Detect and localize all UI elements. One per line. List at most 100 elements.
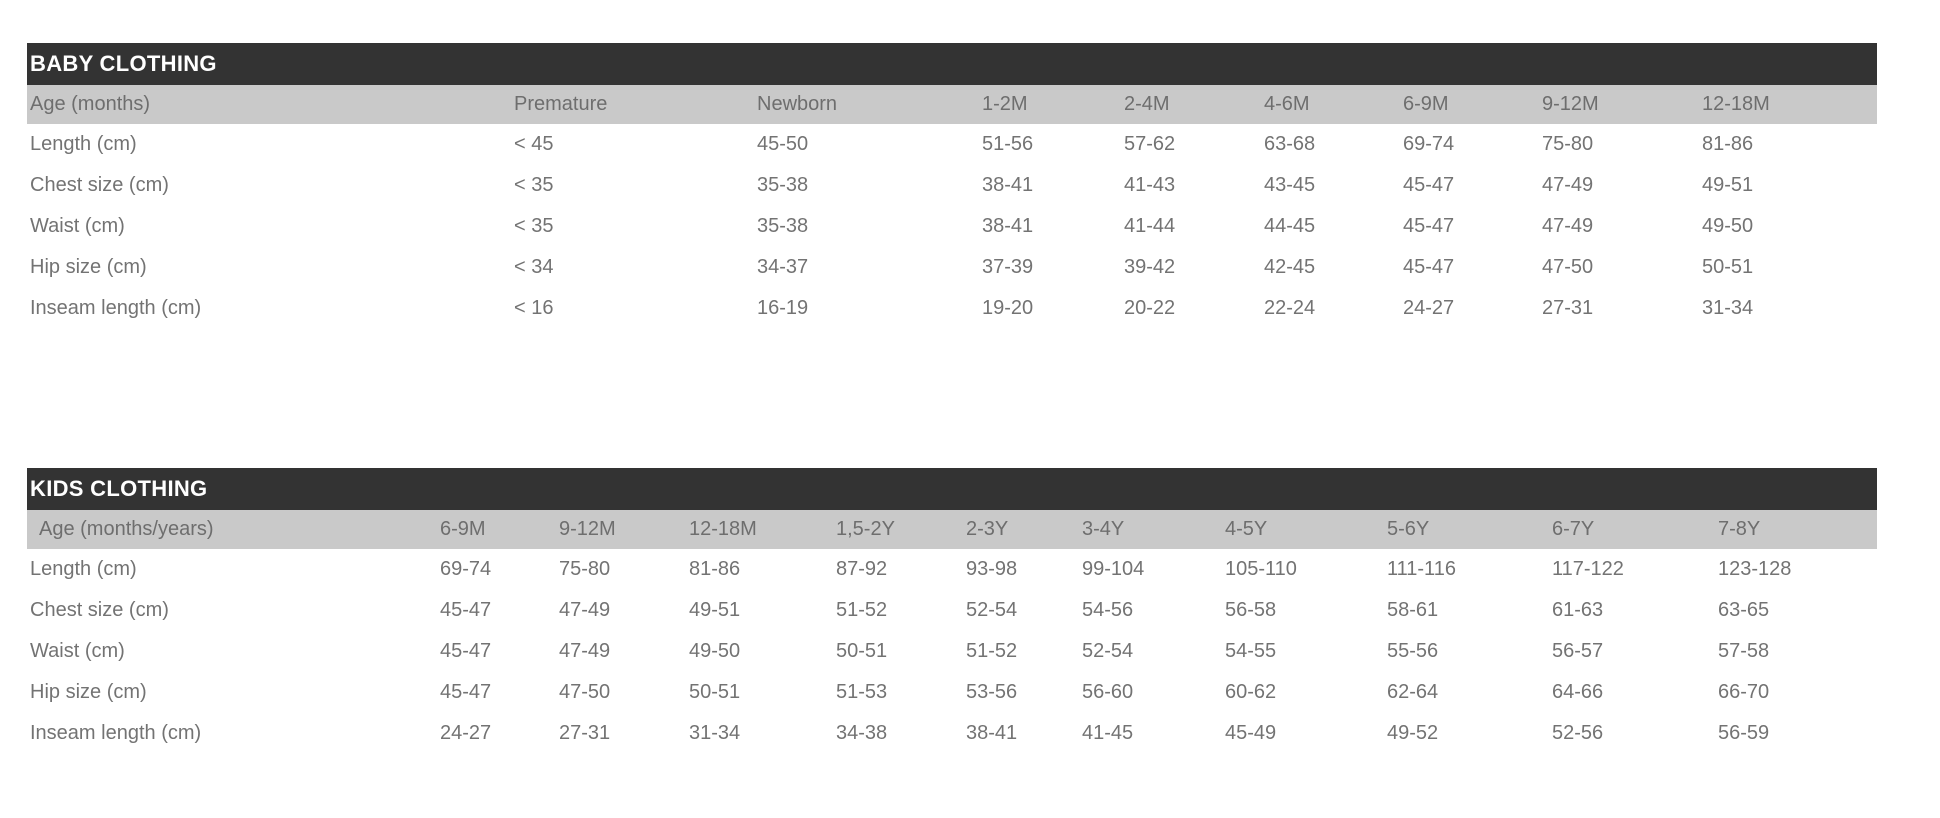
table-row: Chest size (cm) < 35 35-38 38-41 41-43 43-45 4… — [27, 165, 1877, 206]
cell: 54-55 — [1222, 631, 1384, 672]
cell: 45-50 — [754, 124, 979, 165]
row-label: Length (cm) — [27, 124, 511, 165]
cell: 123-128 — [1715, 549, 1878, 590]
cell: 81-86 — [1699, 124, 1877, 165]
cell: 24-27 — [1400, 288, 1539, 329]
cell: 34-37 — [754, 247, 979, 288]
column-header: Premature — [511, 85, 754, 124]
cell: 45-47 — [1400, 206, 1539, 247]
cell: 56-58 — [1222, 590, 1384, 631]
cell: 45-49 — [1222, 713, 1384, 754]
cell: 52-56 — [1549, 713, 1715, 754]
cell: 117-122 — [1549, 549, 1715, 590]
column-header: 12-18M — [1699, 85, 1877, 124]
cell: 16-19 — [754, 288, 979, 329]
cell: 47-49 — [1539, 206, 1699, 247]
column-header: 6-9M — [1400, 85, 1539, 124]
cell: 47-49 — [556, 590, 686, 631]
cell: 34-38 — [833, 713, 963, 754]
cell: 47-50 — [1539, 247, 1699, 288]
cell: 75-80 — [556, 549, 686, 590]
cell: 31-34 — [686, 713, 833, 754]
cell: 38-41 — [979, 206, 1121, 247]
table-row: Chest size (cm) 45-47 47-49 49-51 51-52 52-54… — [27, 590, 1878, 631]
cell: 55-56 — [1384, 631, 1549, 672]
cell: < 35 — [511, 165, 754, 206]
cell: 49-51 — [1699, 165, 1877, 206]
cell: 24-27 — [437, 713, 556, 754]
baby-clothing-table: BABY CLOTHING Age (months) Premature Newbor… — [27, 43, 1877, 329]
cell: 31-34 — [1699, 288, 1877, 329]
row-label: Hip size (cm) — [27, 672, 437, 713]
cell: 56-57 — [1549, 631, 1715, 672]
cell: 38-41 — [963, 713, 1079, 754]
column-header: 5-6Y — [1384, 510, 1549, 549]
cell: 87-92 — [833, 549, 963, 590]
cell: 37-39 — [979, 247, 1121, 288]
column-header: 2-4M — [1121, 85, 1261, 124]
table-title-bar: BABY CLOTHING — [27, 43, 1877, 85]
table-row: Waist (cm) 45-47 47-49 49-50 50-51 51-52 52-54… — [27, 631, 1878, 672]
cell: 35-38 — [754, 206, 979, 247]
cell: 69-74 — [437, 549, 556, 590]
table-title: KIDS CLOTHING — [27, 468, 1878, 510]
column-header: 4-5Y — [1222, 510, 1384, 549]
cell: 75-80 — [1539, 124, 1699, 165]
column-header: 7-8Y — [1715, 510, 1878, 549]
cell: 45-47 — [1400, 247, 1539, 288]
cell: 51-56 — [979, 124, 1121, 165]
cell: 19-20 — [979, 288, 1121, 329]
table-header-row: Age (months/years) 6-9M 9-12M 12-18M 1,5-2Y 2… — [27, 510, 1878, 549]
cell: 50-51 — [833, 631, 963, 672]
cell: 45-47 — [437, 631, 556, 672]
row-label: Hip size (cm) — [27, 247, 511, 288]
cell: 53-56 — [963, 672, 1079, 713]
cell: 49-50 — [686, 631, 833, 672]
column-header: 6-9M — [437, 510, 556, 549]
column-header: 6-7Y — [1549, 510, 1715, 549]
cell: 49-51 — [686, 590, 833, 631]
cell: 105-110 — [1222, 549, 1384, 590]
cell: 52-54 — [963, 590, 1079, 631]
cell: 52-54 — [1079, 631, 1222, 672]
cell: 39-42 — [1121, 247, 1261, 288]
table-row: Waist (cm) < 35 35-38 38-41 41-44 44-45 45-47 4… — [27, 206, 1877, 247]
cell: 63-65 — [1715, 590, 1878, 631]
cell: 66-70 — [1715, 672, 1878, 713]
cell: 51-52 — [833, 590, 963, 631]
cell: 58-61 — [1384, 590, 1549, 631]
column-header: 9-12M — [1539, 85, 1699, 124]
cell: 41-45 — [1079, 713, 1222, 754]
table-row: Hip size (cm) < 34 34-37 37-39 39-42 42-45 45-… — [27, 247, 1877, 288]
cell: 69-74 — [1400, 124, 1539, 165]
cell: 93-98 — [963, 549, 1079, 590]
cell: 81-86 — [686, 549, 833, 590]
table-row: Inseam length (cm) 24-27 27-31 31-34 34-38 38… — [27, 713, 1878, 754]
cell: < 45 — [511, 124, 754, 165]
table-header-row: Age (months) Premature Newborn 1-2M 2-4M 4-6M… — [27, 85, 1877, 124]
cell: 62-64 — [1384, 672, 1549, 713]
row-label: Waist (cm) — [27, 206, 511, 247]
cell: 45-47 — [1400, 165, 1539, 206]
column-header: 3-4Y — [1079, 510, 1222, 549]
cell: 45-47 — [437, 672, 556, 713]
cell: 47-49 — [556, 631, 686, 672]
row-label: Length (cm) — [27, 549, 437, 590]
cell: 56-60 — [1079, 672, 1222, 713]
cell: 47-50 — [556, 672, 686, 713]
column-header: 4-6M — [1261, 85, 1400, 124]
cell: 43-45 — [1261, 165, 1400, 206]
table-row: Length (cm) < 45 45-50 51-56 57-62 63-68 69-74… — [27, 124, 1877, 165]
cell: 38-41 — [979, 165, 1121, 206]
cell: 27-31 — [556, 713, 686, 754]
cell: 60-62 — [1222, 672, 1384, 713]
column-header: 2-3Y — [963, 510, 1079, 549]
age-header: Age (months) — [27, 85, 511, 124]
cell: < 34 — [511, 247, 754, 288]
row-label: Waist (cm) — [27, 631, 437, 672]
cell: 41-44 — [1121, 206, 1261, 247]
cell: 41-43 — [1121, 165, 1261, 206]
row-label: Chest size (cm) — [27, 590, 437, 631]
table-title-bar: KIDS CLOTHING — [27, 468, 1878, 510]
column-header: 1,5-2Y — [833, 510, 963, 549]
